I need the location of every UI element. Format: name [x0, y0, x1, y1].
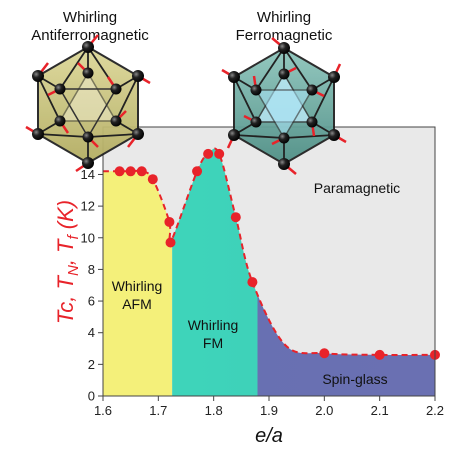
data-point [214, 148, 225, 159]
fm-region-label-line1: Whirling [188, 317, 239, 333]
x-tick-label: 2.1 [371, 403, 389, 418]
data-point [165, 237, 176, 248]
fm-structure-title-line2: Ferromagnetic [236, 27, 333, 44]
y-tick-label: 10 [81, 230, 95, 245]
y-tick-label: 14 [81, 167, 95, 182]
x-axis: 1.6 1.7 1.8 1.9 2.0 2.1 2.2 [94, 395, 444, 418]
paramagnetic-region-label: Paramagnetic [314, 180, 400, 196]
afm-region-label-line1: Whirling [112, 278, 163, 294]
y-tick-label: 8 [88, 262, 95, 277]
x-tick-label: 1.8 [205, 403, 223, 418]
data-point [374, 349, 385, 360]
spin-glass-region [257, 294, 435, 396]
y-tick-label: 0 [88, 389, 95, 404]
afm-region-label-line2: AFM [122, 296, 152, 312]
y-axis: 0 2 4 6 8 10 12 14 [81, 127, 104, 404]
afm-structure-title-line2: Antiferromagnetic [31, 27, 149, 44]
x-tick-label: 2.0 [315, 403, 333, 418]
y-tick-label: 2 [88, 357, 95, 372]
afm-region [103, 170, 173, 396]
x-tick-label: 1.9 [260, 403, 278, 418]
data-point [164, 216, 175, 227]
data-point [319, 348, 330, 359]
data-point [147, 174, 158, 185]
y-tick-label: 6 [88, 294, 95, 309]
data-point [125, 166, 136, 177]
x-tick-label: 2.2 [426, 403, 444, 418]
data-point [230, 212, 241, 223]
spin-glass-region-label: Spin-glass [322, 371, 387, 387]
y-axis-label: Tc, TN, Tf (K) [53, 200, 82, 324]
fm-icosahedron-illustration [221, 37, 347, 175]
x-tick-label: 1.7 [149, 403, 167, 418]
data-point [114, 166, 125, 177]
fm-structure-title-line1: Whirling [257, 9, 311, 26]
y-tick-label: 4 [88, 325, 95, 340]
y-tick-label: 12 [81, 199, 95, 214]
afm-icosahedron-illustration [25, 34, 151, 173]
data-point [136, 166, 147, 177]
data-point [192, 166, 203, 177]
afm-structure-title-line1: Whirling [63, 9, 117, 26]
x-tick-label: 1.6 [94, 403, 112, 418]
x-axis-label: e/a [255, 425, 283, 447]
fm-region-label-line2: FM [203, 335, 223, 351]
fm-region [172, 148, 272, 396]
plot-area [102, 126, 440, 397]
data-point [247, 277, 258, 288]
data-point [203, 148, 214, 159]
